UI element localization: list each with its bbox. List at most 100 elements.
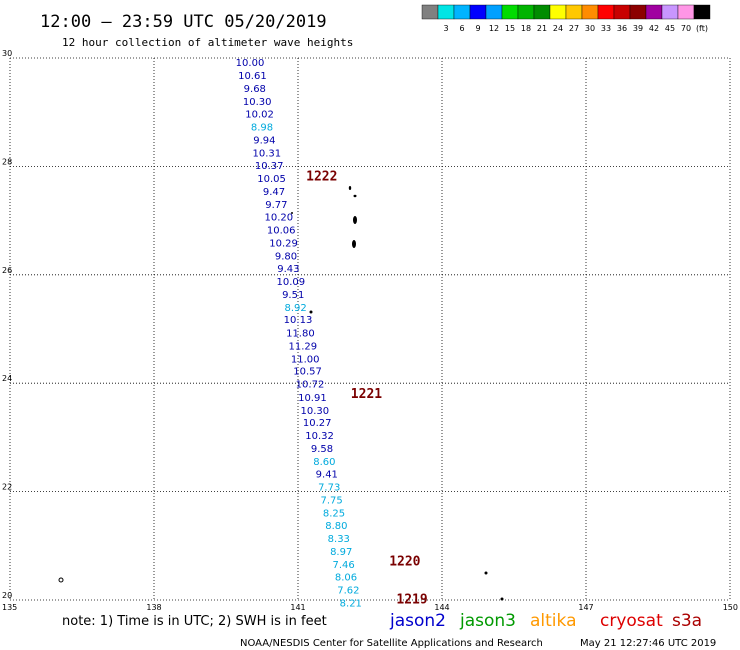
legend-swatch	[517, 4, 535, 20]
legend-swatch	[485, 4, 503, 20]
wave-height-point: 10.29	[269, 238, 298, 249]
legend-label: 24	[553, 24, 563, 33]
legend-swatch	[565, 4, 583, 20]
wave-height-point: 7.62	[337, 586, 359, 597]
x-tick-label: 135	[2, 603, 17, 612]
time-label: 1219	[396, 592, 427, 607]
x-tick-label: 144	[434, 603, 449, 612]
wave-height-point: 8.97	[330, 547, 352, 558]
legend-swatch	[421, 4, 439, 20]
y-tick-label: 26	[2, 266, 12, 275]
x-tick-label: 141	[290, 603, 305, 612]
y-tick-label: 24	[2, 374, 12, 383]
wave-height-point: 10.61	[238, 71, 267, 82]
wave-height-point: 10.30	[243, 97, 272, 108]
legend-label: 3	[443, 24, 448, 33]
legend-swatch	[645, 4, 663, 20]
wave-height-point: 11.29	[288, 341, 317, 352]
island-shapes	[58, 186, 504, 601]
wave-height-point: 10.27	[303, 418, 332, 429]
wave-height-point: 8.60	[313, 457, 335, 468]
wave-height-point: 8.25	[323, 509, 345, 520]
wave-height-point: 9.51	[282, 290, 304, 301]
chart-title: 12:00 – 23:59 UTC 05/20/2019	[40, 12, 327, 32]
legend-label: 45	[665, 24, 675, 33]
wave-height-point: 10.06	[267, 225, 296, 236]
legend-swatch	[677, 4, 695, 20]
legend-label: 21	[537, 24, 547, 33]
legend-label: 9	[475, 24, 480, 33]
time-label: 1222	[306, 170, 337, 185]
satellite-jason3: jason3	[459, 611, 516, 631]
wave-height-point: 8.33	[328, 534, 350, 545]
island-shape	[484, 571, 488, 575]
wave-height-point: 8.80	[325, 521, 347, 532]
island-shape	[309, 310, 313, 314]
legend-label: 39	[633, 24, 643, 33]
time-labels: 1222 1221 1220 1219	[306, 170, 428, 608]
wave-height-point: 10.31	[252, 148, 281, 159]
wave-height-point: 9.58	[311, 444, 333, 455]
wave-height-point: 9.94	[253, 135, 275, 146]
island-shape	[352, 240, 356, 248]
wave-height-point: 10.91	[298, 393, 327, 404]
wave-height-point: 8.06	[335, 573, 357, 584]
legend-swatch	[661, 4, 679, 20]
chart-subtitle: 12 hour collection of altimeter wave hei…	[62, 36, 353, 49]
footer-center: NOAA/NESDIS Center for Satellite Applica…	[240, 638, 543, 649]
legend-label: 27	[569, 24, 579, 33]
satellite-cryosat: cryosat	[600, 611, 663, 631]
legend-swatch	[501, 4, 519, 20]
legend-unit: (ft)	[696, 24, 708, 33]
wave-height-point: 10.30	[300, 406, 329, 417]
axis-tick-labels: 20 22 24 26 28 30 135 138 141 144 147 150	[2, 49, 738, 612]
wave-height-values: 10.0010.619.6810.3010.028.989.9410.3110.…	[236, 58, 362, 610]
color-scale-legend: 3 6 9 12 15 18 21 24 27 30 33 36 39 42 45 70 (ft)	[421, 4, 711, 33]
grid	[9, 57, 731, 601]
wave-height-point: 10.72	[296, 380, 325, 391]
legend-label: 6	[459, 24, 464, 33]
wave-height-point: 9.68	[244, 84, 266, 95]
time-label: 1221	[351, 387, 382, 402]
legend-swatch	[549, 4, 567, 20]
legend-label: 12	[489, 24, 499, 33]
legend-label: 33	[601, 24, 611, 33]
legend-label: 18	[521, 24, 531, 33]
wave-height-point: 7.75	[320, 496, 342, 507]
island-shape	[353, 216, 357, 224]
island-shape	[353, 194, 357, 198]
island-shape	[291, 212, 293, 214]
wave-height-point: 9.47	[263, 187, 285, 198]
wave-height-point: 9.43	[277, 264, 299, 275]
wave-height-point: 9.41	[316, 470, 338, 481]
satellite-s3a: s3a	[672, 611, 702, 631]
wave-height-point: 9.77	[265, 200, 287, 211]
legend-swatch	[453, 4, 471, 20]
island-shape	[500, 597, 504, 601]
wave-height-point: 10.05	[257, 174, 286, 185]
island-shape	[58, 577, 64, 583]
legend-swatch	[437, 4, 455, 20]
wave-height-point: 10.09	[276, 277, 305, 288]
time-label: 1220	[389, 554, 420, 569]
legend-label: 30	[585, 24, 595, 33]
x-tick-label: 147	[578, 603, 593, 612]
wave-height-point: 10.32	[305, 431, 334, 442]
wave-height-point: 7.73	[318, 483, 340, 494]
legend-label: 42	[649, 24, 659, 33]
wave-height-point: 8.98	[251, 122, 273, 133]
island-shape	[348, 186, 352, 190]
wave-height-point: 7.46	[332, 560, 354, 571]
wave-height-point: 10.20	[264, 212, 293, 223]
y-tick-label: 20	[2, 591, 12, 600]
y-tick-label: 30	[2, 49, 12, 58]
wave-height-point: 10.02	[245, 109, 274, 120]
wave-height-point: 9.80	[275, 251, 297, 262]
wave-height-point: 8.92	[284, 303, 306, 314]
wave-height-point: 11.80	[286, 328, 315, 339]
wave-height-point: 10.57	[293, 367, 322, 378]
wave-height-point: 8.21	[340, 599, 362, 610]
footer-timestamp: May 21 12:27:46 UTC 2019	[580, 638, 716, 649]
satellite-legend: jason2 jason3 altika cryosat s3a	[389, 611, 702, 631]
